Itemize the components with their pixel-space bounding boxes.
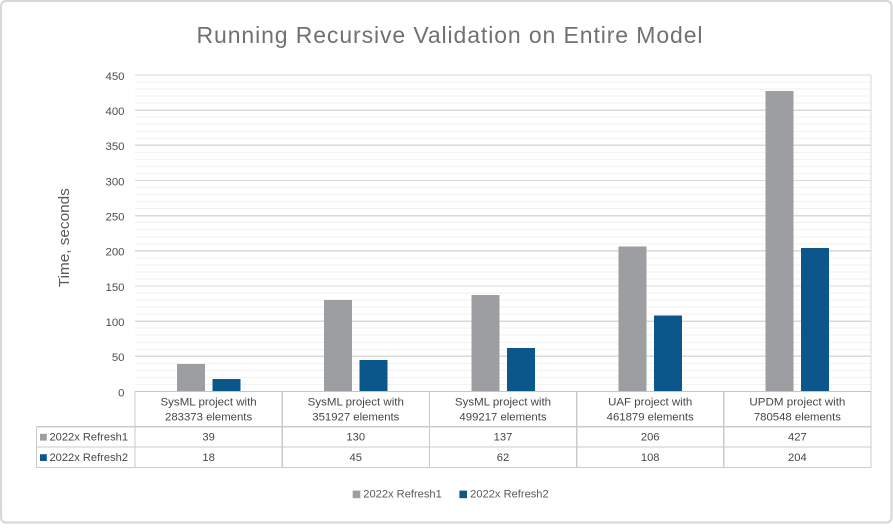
svg-text:2022x Refresh2: 2022x Refresh2 xyxy=(50,452,128,464)
svg-text:427: 427 xyxy=(788,432,807,444)
svg-text:0: 0 xyxy=(118,387,124,399)
svg-text:UPDM project with: UPDM project with xyxy=(749,396,845,408)
svg-text:100: 100 xyxy=(105,317,124,329)
svg-text:200: 200 xyxy=(105,247,124,259)
svg-text:137: 137 xyxy=(494,432,513,444)
svg-text:18: 18 xyxy=(202,452,215,464)
svg-text:UAF project with: UAF project with xyxy=(608,396,692,408)
svg-text:204: 204 xyxy=(788,452,807,464)
svg-text:2022x Refresh2: 2022x Refresh2 xyxy=(470,489,549,501)
svg-text:351927 elements: 351927 elements xyxy=(312,412,400,424)
svg-text:SysML project with: SysML project with xyxy=(455,396,551,408)
svg-text:39: 39 xyxy=(202,432,215,444)
svg-text:Time, seconds: Time, seconds xyxy=(56,188,73,287)
svg-text:450: 450 xyxy=(105,71,124,83)
svg-text:Running Recursive Validation o: Running Recursive Validation on Entire M… xyxy=(197,22,703,48)
svg-text:45: 45 xyxy=(350,452,363,464)
svg-text:400: 400 xyxy=(105,106,124,118)
svg-text:50: 50 xyxy=(112,352,125,364)
svg-text:SysML project with: SysML project with xyxy=(308,396,404,408)
svg-text:300: 300 xyxy=(105,176,124,188)
svg-text:62: 62 xyxy=(497,452,510,464)
svg-text:SysML project with: SysML project with xyxy=(161,396,257,408)
svg-text:2022x Refresh1: 2022x Refresh1 xyxy=(50,432,128,444)
svg-text:150: 150 xyxy=(105,282,124,294)
svg-text:283373 elements: 283373 elements xyxy=(165,412,253,424)
svg-text:499217 elements: 499217 elements xyxy=(459,412,547,424)
svg-text:461879 elements: 461879 elements xyxy=(607,412,695,424)
svg-text:206: 206 xyxy=(641,432,660,444)
svg-text:250: 250 xyxy=(105,211,124,223)
svg-text:350: 350 xyxy=(105,141,124,153)
svg-text:780548 elements: 780548 elements xyxy=(754,412,842,424)
svg-text:2022x Refresh1: 2022x Refresh1 xyxy=(363,489,442,501)
svg-text:130: 130 xyxy=(346,432,365,444)
svg-text:108: 108 xyxy=(641,452,660,464)
